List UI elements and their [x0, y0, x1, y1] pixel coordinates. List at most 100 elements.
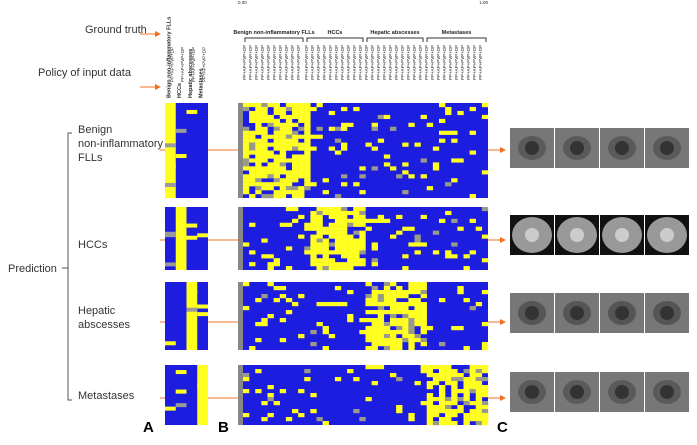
heatmap-b-cell	[371, 346, 378, 351]
heatmap-b-cell	[439, 421, 446, 426]
heatmap-a-cell	[186, 235, 198, 240]
heatmap-b-cell	[396, 302, 403, 307]
heatmap-b-cell	[377, 326, 385, 331]
heatmap-b-cell	[298, 194, 305, 199]
heatmap-b-cell	[334, 210, 342, 216]
policy-label: PP+AP+PVP+DP	[400, 45, 405, 80]
prediction-label: Prediction	[8, 263, 57, 275]
heatmap-b-cell	[316, 207, 323, 212]
heatmap-b	[238, 282, 488, 350]
heatmap-b-cell	[365, 218, 372, 223]
heatmap-b-cell	[390, 330, 397, 335]
policy-label: PP+AP+PVP+DP	[284, 45, 289, 80]
heatmap-b-cell	[341, 214, 348, 220]
heatmap-b-cell	[420, 369, 427, 374]
group-label: HCCs	[328, 30, 343, 36]
heatmap-b-cell	[267, 182, 274, 187]
heatmap-b-cell	[341, 246, 348, 251]
heatmap-b-cell	[481, 365, 489, 370]
heatmap-b-cell	[377, 214, 385, 220]
heatmap-b-cell	[475, 381, 483, 386]
heatmap-b-cell	[377, 314, 385, 319]
heatmap-b-cell	[243, 373, 250, 378]
heatmap-b-cell	[457, 110, 464, 116]
heatmap-b-cell	[426, 417, 434, 422]
heatmap-b-cell	[322, 330, 329, 335]
heatmap-b-cell	[334, 286, 342, 291]
heatmap-b-cell	[463, 385, 470, 390]
ct-image-lesion	[660, 141, 674, 155]
heatmap-b-cell	[347, 250, 354, 255]
heatmap-b-cell	[383, 322, 391, 327]
heatmap-b-cell	[273, 190, 280, 195]
heatmap-b-cell	[334, 266, 342, 271]
heatmap-b-cell	[439, 130, 446, 135]
heatmap-a-cell	[175, 389, 187, 394]
heatmap-b-cell	[383, 310, 391, 315]
heatmap-b-cell	[243, 138, 250, 143]
class-label: FLLs	[78, 152, 103, 164]
policy-label: PP+AP+PVP+DP	[412, 45, 417, 80]
heatmap-b-cell	[322, 421, 329, 426]
heatmap-b-cell	[304, 222, 311, 227]
heatmap-a-cell	[165, 103, 176, 198]
heatmap-b-cell	[390, 318, 397, 323]
heatmap-b-cell	[334, 246, 342, 251]
heatmap-b-cell	[408, 338, 415, 343]
heatmap-b-cell	[469, 306, 476, 311]
heatmap-b-cell	[439, 118, 446, 123]
heatmap-b-cell	[365, 282, 372, 287]
heatmap-b-cell	[304, 182, 311, 187]
heatmap-b-cell	[359, 234, 366, 239]
heatmap-b-cell	[316, 262, 323, 267]
heatmap-b-cell	[249, 142, 256, 147]
heatmap-b-cell	[396, 326, 403, 331]
heatmap-b-cell	[249, 134, 256, 139]
heatmap-b-cell	[243, 242, 250, 247]
heatmap-b-cell	[279, 190, 287, 195]
heatmap-b-cell	[249, 114, 256, 120]
heatmap-b-cell	[267, 170, 274, 175]
heatmap-b-cell	[353, 262, 360, 267]
heatmap-b-cell	[445, 381, 452, 386]
heatmap-b-cell	[328, 126, 336, 131]
heatmap-b-cell	[371, 338, 378, 343]
heatmap-b-cell	[359, 250, 366, 255]
heatmap-b-cell	[249, 222, 256, 227]
heatmap-b-cell	[408, 122, 415, 127]
heatmap-b-cell	[328, 207, 336, 212]
ct-image-lesion	[615, 306, 629, 320]
heatmap-b-cell	[243, 178, 250, 183]
heatmap-b-cell	[322, 346, 329, 351]
heatmap-b-cell	[402, 294, 409, 299]
heatmap-b-cell	[322, 238, 329, 243]
heatmap-b-cell	[420, 342, 427, 347]
heatmap-b-cell	[249, 262, 256, 267]
heatmap-b-cell	[475, 405, 483, 410]
heatmap-b-cell	[445, 369, 452, 374]
heatmap-b-cell	[310, 238, 317, 243]
heatmap-b-cell	[353, 258, 360, 263]
heatmap-b-cell	[261, 322, 268, 327]
heatmap-b-cell	[432, 166, 440, 171]
heatmap-b-cell	[273, 401, 280, 406]
heatmap-b-cell	[371, 166, 378, 171]
heatmap-b-cell	[481, 401, 489, 406]
heatmap-b-cell	[432, 250, 440, 255]
heatmap-b-cell	[365, 142, 372, 147]
heatmap-b-cell	[285, 146, 293, 151]
heatmap-b-cell	[341, 182, 348, 187]
heatmap-b-cell	[402, 142, 409, 147]
heatmap-b-cell	[390, 298, 397, 303]
heatmap-b-cell	[328, 222, 336, 227]
heatmap-b-cell	[377, 365, 385, 370]
heatmap-b-cell	[255, 389, 262, 394]
heatmap-b-cell	[383, 330, 391, 335]
heatmap-b-cell	[316, 322, 323, 327]
heatmap-b-cell	[249, 138, 256, 143]
heatmap-b-cell	[359, 174, 366, 179]
heatmap-b-cell	[402, 310, 409, 315]
heatmap-b-cell	[469, 381, 476, 386]
heatmap-b-cell	[371, 326, 378, 331]
heatmap-b-cell	[267, 114, 274, 120]
